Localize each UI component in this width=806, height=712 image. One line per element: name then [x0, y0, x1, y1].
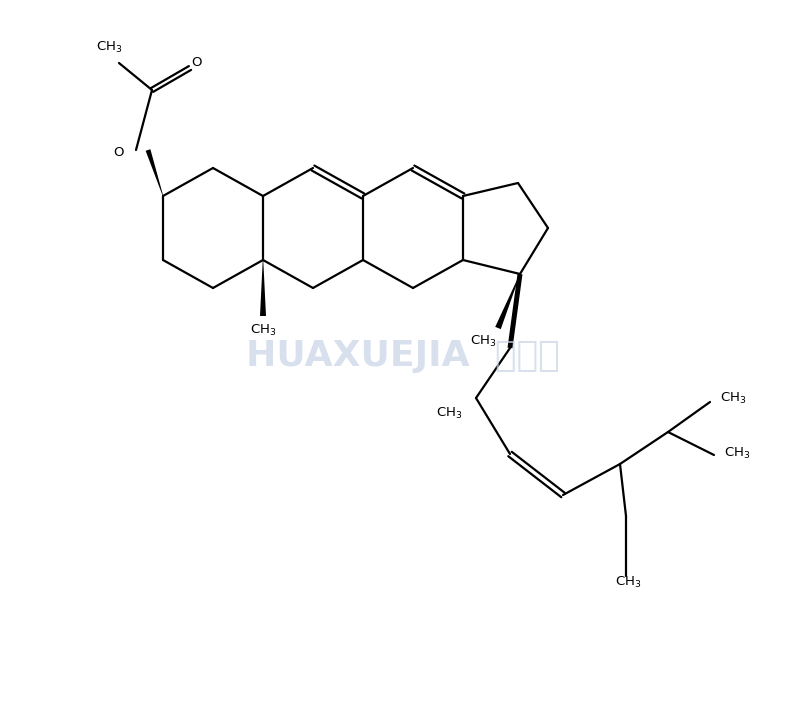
Text: CH$_3$: CH$_3$: [720, 390, 746, 406]
Polygon shape: [260, 260, 266, 316]
Polygon shape: [495, 274, 520, 329]
Text: CH$_3$: CH$_3$: [250, 323, 276, 337]
Text: CH$_3$: CH$_3$: [470, 333, 496, 349]
Text: HUAXUEJIA  化学加: HUAXUEJIA 化学加: [246, 339, 560, 373]
Polygon shape: [508, 273, 522, 348]
Text: CH$_3$: CH$_3$: [96, 39, 123, 55]
Text: CH$_3$: CH$_3$: [436, 405, 462, 421]
Polygon shape: [146, 150, 164, 196]
Text: CH$_3$: CH$_3$: [724, 446, 750, 461]
Text: O: O: [114, 147, 124, 159]
Text: O: O: [192, 56, 202, 68]
Text: CH$_3$: CH$_3$: [615, 575, 642, 590]
